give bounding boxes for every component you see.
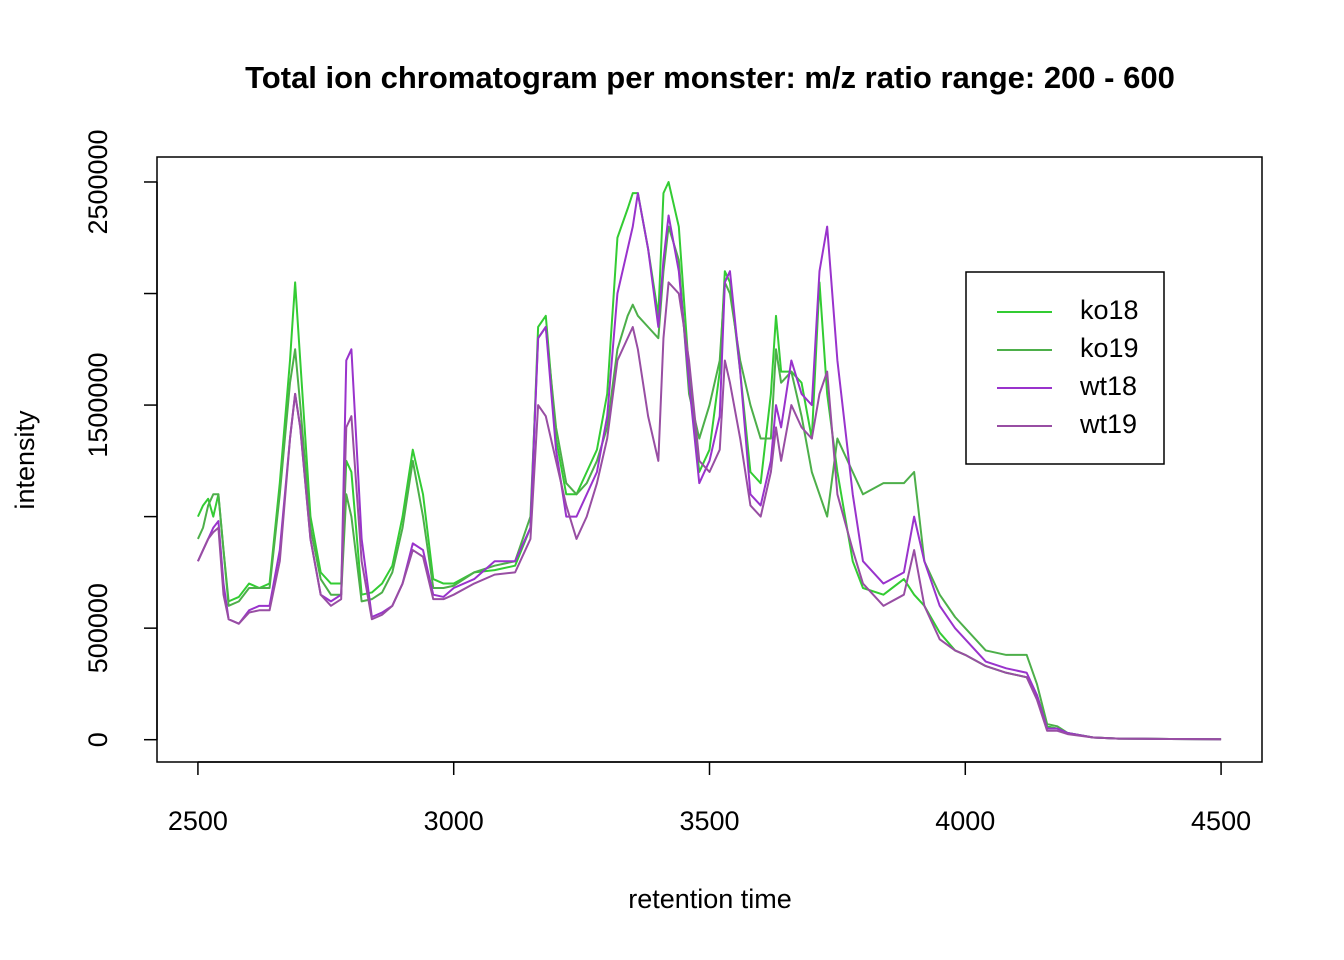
y-tick-label: 1500000 xyxy=(83,353,113,458)
series-line xyxy=(197,225,1222,741)
y-axis-label: intensity xyxy=(10,410,40,510)
y-tick-label: 2500000 xyxy=(83,129,113,234)
legend-box xyxy=(965,271,1165,465)
y-tick-label: 500000 xyxy=(83,583,113,673)
legend-label: wt18 xyxy=(1079,371,1137,401)
y-tick-label: 0 xyxy=(83,732,113,747)
legend-label: wt19 xyxy=(1079,409,1137,439)
x-tick-label: 3000 xyxy=(424,806,484,836)
chart-title: Total ion chromatogram per monster: m/z … xyxy=(245,60,1175,95)
legend-label: ko18 xyxy=(1080,295,1139,325)
x-tick-label: 3500 xyxy=(679,806,739,836)
series-line xyxy=(197,281,1222,741)
x-tick-label: 4500 xyxy=(1191,806,1251,836)
x-tick-label: 4000 xyxy=(935,806,995,836)
x-axis-label: retention time xyxy=(628,884,792,914)
legend-label: ko19 xyxy=(1080,333,1139,363)
x-tick-label: 2500 xyxy=(168,806,228,836)
series-line xyxy=(197,180,1222,741)
